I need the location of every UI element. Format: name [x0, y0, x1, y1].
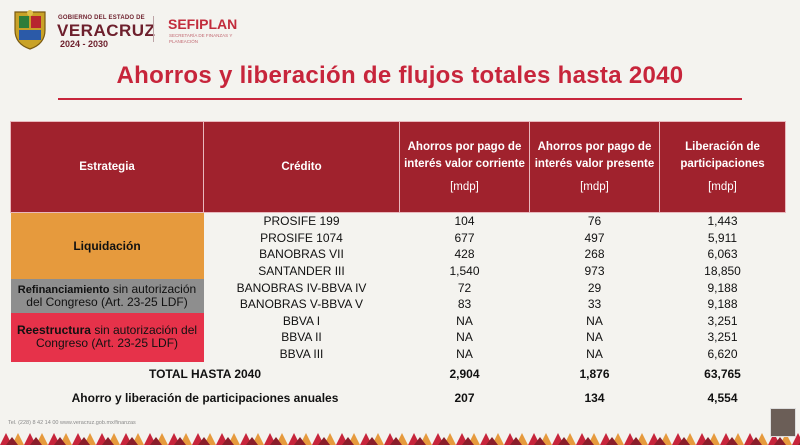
cell-presente: 497	[584, 230, 605, 245]
total-liberacion: 63,765	[704, 366, 741, 381]
header-estrategia: Estrategia	[10, 121, 204, 213]
total-corriente: 2,904	[449, 366, 480, 381]
strategy-reestructura-note: sin autorización del Congreso (Art. 23-2…	[35, 323, 198, 351]
header-liberacion: Liberación de participaciones [mdp]	[659, 121, 786, 213]
strategy-refinanciamiento-label: Refinanciamiento	[17, 284, 110, 297]
cell-corriente: NA	[456, 313, 473, 328]
cell-corriente: NA	[456, 347, 473, 362]
table-row: SANTANDER III 1,540 973 18,850	[11, 263, 786, 280]
strategy-reestructura-label: Reestructura	[16, 323, 91, 338]
savings-table: Estrategia Crédito Ahorros por pago de i…	[10, 121, 786, 411]
presenter-thumbnail	[770, 408, 796, 437]
cell-presente: 268	[584, 247, 605, 262]
cell-credito: BANOBRAS IV-BBVA IV	[236, 280, 367, 295]
cell-credito: SANTANDER III	[258, 264, 345, 279]
cell-credito: BBVA I	[282, 313, 321, 328]
strategy-refinanciamiento: Refinanciamiento sin autorización del Co…	[10, 279, 204, 313]
table-row: BANOBRAS V-BBVA V 83 33 9,188	[11, 296, 786, 313]
footer-pattern	[0, 427, 800, 445]
header-credito: Crédito	[203, 121, 400, 213]
header-unit: [mdp]	[450, 180, 479, 193]
strategy-reestructura: Reestructura sin autorización del Congre…	[10, 312, 204, 363]
cell-credito: PROSIFE 1074	[260, 230, 343, 245]
cell-presente: 973	[584, 264, 605, 279]
page-title: Ahorros y liberación de flujos totales h…	[116, 62, 684, 89]
table-row: BBVA II NA NA 3,251	[11, 329, 786, 346]
table-row: Refinanciamiento sin autorización del Co…	[10, 279, 786, 313]
cell-corriente: 428	[454, 247, 475, 262]
table-row: Liquidación PROSIFE 199 104 76 1,443	[10, 212, 786, 280]
cell-presente: 33	[587, 297, 602, 312]
footer-contact: Tel. (228) 8 42 14 00 www.veracruz.gob.m…	[8, 420, 136, 426]
annual-label: Ahorro y liberación de participaciones a…	[71, 391, 339, 406]
gov-small-label: GOBIERNO DEL ESTADO DE	[58, 15, 145, 21]
agency-subtitle: SECRETARÍA DE FINANZAS Y PLANEACIÓN	[169, 33, 233, 44]
table-row: BBVA III NA NA 6,620	[11, 346, 786, 363]
header-unit: [mdp]	[708, 180, 737, 193]
gov-years: 2024 - 2030	[60, 39, 109, 49]
strategy-liquidacion: Liquidación	[10, 212, 204, 280]
page-header: GOBIERNO DEL ESTADO DE VERACRUZ 2024 - 2…	[0, 0, 800, 58]
veracruz-shield-icon	[14, 10, 46, 50]
gov-state-name: VERACRUZ	[57, 21, 156, 40]
cell-corriente: 72	[457, 280, 472, 295]
cell-presente: 29	[587, 280, 602, 295]
cell-liberacion: 6,620	[707, 347, 738, 362]
cell-presente: NA	[586, 313, 603, 328]
annual-liberacion: 4,554	[707, 391, 738, 406]
cell-credito: PROSIFE 199	[263, 214, 340, 229]
cell-corriente: 104	[454, 214, 475, 229]
annual-corriente: 207	[454, 391, 475, 406]
strategy-refinanciamiento-note: sin autorización del Congreso (Art. 23-2…	[26, 282, 197, 310]
header-liberacion-label: Liberación de participaciones	[680, 140, 765, 170]
cell-liberacion: 9,188	[707, 280, 738, 295]
total-label: TOTAL HASTA 2040	[148, 366, 262, 381]
table-row: PROSIFE 1074 677 497 5,911	[11, 230, 786, 247]
cell-corriente: 1,540	[449, 264, 480, 279]
cell-presente: NA	[586, 347, 603, 362]
header-unit: [mdp]	[580, 180, 609, 193]
cell-credito: BBVA III	[279, 347, 324, 362]
header-ahorros-presente: Ahorros por pago de interés valor presen…	[529, 121, 660, 213]
table-header-row: Estrategia Crédito Ahorros por pago de i…	[10, 121, 786, 213]
header-ahorros-corriente: Ahorros por pago de interés valor corrie…	[399, 121, 530, 213]
cell-credito: BANOBRAS V-BBVA V	[239, 297, 364, 312]
cell-liberacion: 18,850	[704, 264, 741, 279]
cell-presente: NA	[586, 330, 603, 345]
header-divider	[153, 16, 154, 42]
cell-liberacion: 6,063	[707, 247, 738, 262]
cell-liberacion: 3,251	[707, 313, 738, 328]
cell-liberacion: 1,443	[707, 214, 738, 229]
cell-credito: BANOBRAS VII	[259, 247, 344, 262]
cell-liberacion: 5,911	[707, 230, 738, 245]
cell-corriente: NA	[456, 330, 473, 345]
title-underline	[58, 98, 742, 100]
cell-liberacion: 9,188	[707, 297, 738, 312]
agency-name: SEFIPLAN	[168, 16, 238, 32]
cell-corriente: 677	[454, 230, 475, 245]
annual-row: Ahorro y liberación de participaciones a…	[11, 385, 786, 411]
cell-liberacion: 3,251	[707, 330, 738, 345]
table-row: Reestructura sin autorización del Congre…	[10, 312, 786, 363]
header-ahorros-presente-label: Ahorros por pago de interés valor presen…	[534, 140, 655, 170]
annual-presente: 134	[584, 391, 605, 406]
table-row: BANOBRAS VII 428 268 6,063	[11, 246, 786, 263]
cell-credito: BBVA II	[281, 330, 322, 345]
total-row: TOTAL HASTA 2040 2,904 1,876 63,765	[11, 362, 786, 385]
total-presente: 1,876	[579, 366, 610, 381]
header-ahorros-corriente-label: Ahorros por pago de interés valor corrie…	[404, 140, 525, 170]
cell-corriente: 83	[457, 297, 472, 312]
cell-presente: 76	[587, 214, 602, 229]
